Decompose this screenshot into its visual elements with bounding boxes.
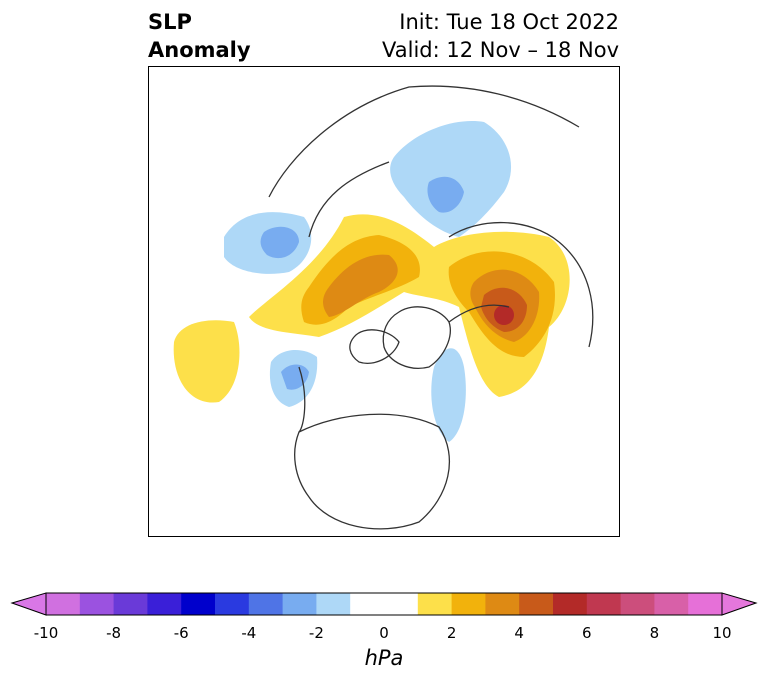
colorbar-swatch [620,593,655,615]
valid-date: Valid: 12 Nov – 18 Nov [382,38,619,62]
anomaly-map [148,66,620,537]
colorbar-tick-label: 6 [582,624,592,642]
colorbar-swatch [688,593,723,615]
colorbar-swatch [384,593,419,615]
colorbar-swatch [553,593,588,615]
colorbar-swatch [519,593,554,615]
atlantic-low [431,348,466,442]
colorbar-swatch [316,593,351,615]
colorbar-right-arrow [721,592,758,616]
colorbar-tick-label: 0 [379,624,389,642]
map-title: SLP Anomaly [148,8,251,64]
colorbar-tick-label: 10 [712,624,732,642]
colorbar-swatch [485,593,520,615]
colorbar-tick-label: -4 [241,624,257,642]
siberia-low-inner [427,176,464,213]
negative-anomaly-contours [224,121,512,442]
colorbar-swatch [79,593,115,615]
colorbar-swatch [282,593,317,615]
colorbar-tick-label: -8 [106,624,122,642]
colorbar-swatches [46,593,723,615]
colorbar-swatch [654,593,689,615]
colorbar-swatch [113,593,148,615]
colorbar-tick-label: -10 [33,624,59,642]
colorbar-outline [45,592,723,616]
init-date: Init: Tue 18 Oct 2022 [399,10,619,34]
greenland-high-core [323,254,398,317]
colorbar-swatch [417,593,453,615]
europe-low-inner [260,226,299,259]
colorbar-swatch [451,593,486,615]
alaska-low-inner [281,364,309,390]
colorbar-swatch [586,593,622,615]
map-svg [173,85,594,530]
colorbar-left-arrow [10,592,47,616]
colorbar-tick-label: -2 [308,624,324,642]
units-label: hPa [364,646,404,670]
title-line-1: SLP [148,10,192,34]
coastlines [268,85,594,530]
barents-high-peak [494,305,514,325]
map-dates: Init: Tue 18 Oct 2022 Valid: 12 Nov – 18… [382,8,619,64]
title-line-2: Anomaly [148,38,251,62]
colorbar-tick-label: 8 [649,624,660,642]
colorbar-tick-label: 4 [514,624,524,642]
north-pacific-high [173,320,240,403]
colorbar-tick-label: -6 [173,624,189,642]
colorbar-swatch [215,593,250,615]
colorbar-swatch [46,593,81,615]
colorbar-swatch [147,593,182,615]
colorbar [10,592,758,616]
colorbar-swatch [350,593,385,615]
colorbar-swatch [181,593,216,615]
colorbar-swatch [248,593,284,615]
colorbar-tick-label: 2 [446,624,457,642]
